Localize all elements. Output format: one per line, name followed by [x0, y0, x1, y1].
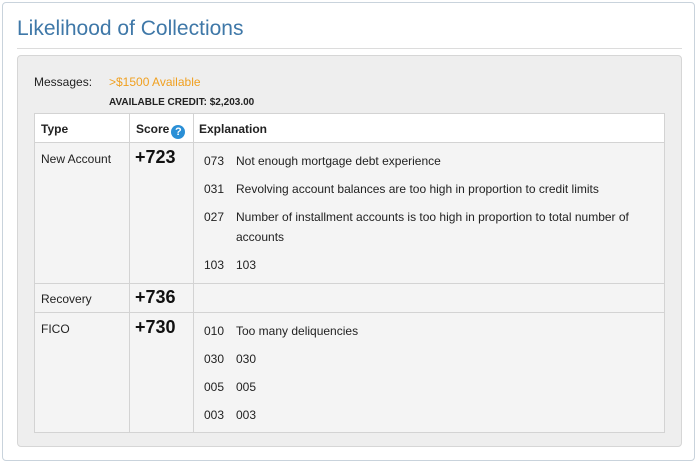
row-score: +723 [130, 143, 194, 283]
row-score: +736 [130, 284, 194, 312]
row-type: Recovery [35, 284, 130, 312]
reason-code: 010 [204, 324, 225, 338]
table-row: Recovery +736 [35, 284, 664, 313]
row-explanation: 010 Too many deliquencies 030 030 005 00… [194, 313, 664, 432]
reason-text: Not enough mortgage debt experience [236, 154, 441, 168]
reason-text: 003 [236, 408, 257, 422]
reason-text: Number of installment accounts is too hi… [236, 210, 629, 244]
reason-text: 103 [236, 258, 257, 272]
row-score: +730 [130, 313, 194, 432]
reason-text: Too many deliquencies [236, 324, 359, 338]
header-type: Type [35, 114, 130, 142]
scores-table: Type Score? Explanation New Account +723… [34, 113, 665, 433]
header-explanation: Explanation [199, 122, 268, 136]
reason-code: 030 [204, 352, 225, 366]
header-score: Score? [130, 114, 194, 142]
reason-code: 031 [204, 182, 225, 196]
row-explanation: 073 Not enough mortgage debt experience … [194, 143, 664, 283]
table-header: Type Score? Explanation [35, 114, 664, 143]
row-explanation [194, 284, 664, 312]
row-type: FICO [35, 313, 130, 432]
card-title: Likelihood of Collections [17, 17, 682, 49]
reason-text: 030 [236, 352, 257, 366]
reason-text: 005 [236, 380, 257, 394]
score-value: +730 [135, 317, 176, 337]
available-credit: AVAILABLE CREDIT: $2,203.00 [109, 97, 255, 108]
reason-code: 027 [204, 210, 225, 224]
table-row: FICO +730 010 Too many deliquencies 030 … [35, 313, 664, 432]
collections-panel: Messages: >$1500 Available AVAILABLE CRE… [17, 55, 682, 447]
messages-label: Messages: [34, 75, 93, 89]
reason-text: Revolving account balances are too high … [236, 182, 599, 196]
help-icon[interactable]: ? [171, 125, 186, 139]
messages-value: >$1500 Available [109, 75, 201, 89]
reason-code: 005 [204, 380, 225, 394]
row-type: New Account [35, 143, 130, 283]
reason-code: 103 [204, 258, 225, 272]
score-value: +723 [135, 147, 176, 167]
reason-code: 003 [204, 408, 225, 422]
score-value: +736 [135, 287, 176, 307]
header-score-label: Score [136, 122, 170, 136]
table-row: New Account +723 073 Not enough mortgage… [35, 143, 664, 284]
reason-code: 073 [204, 154, 225, 168]
